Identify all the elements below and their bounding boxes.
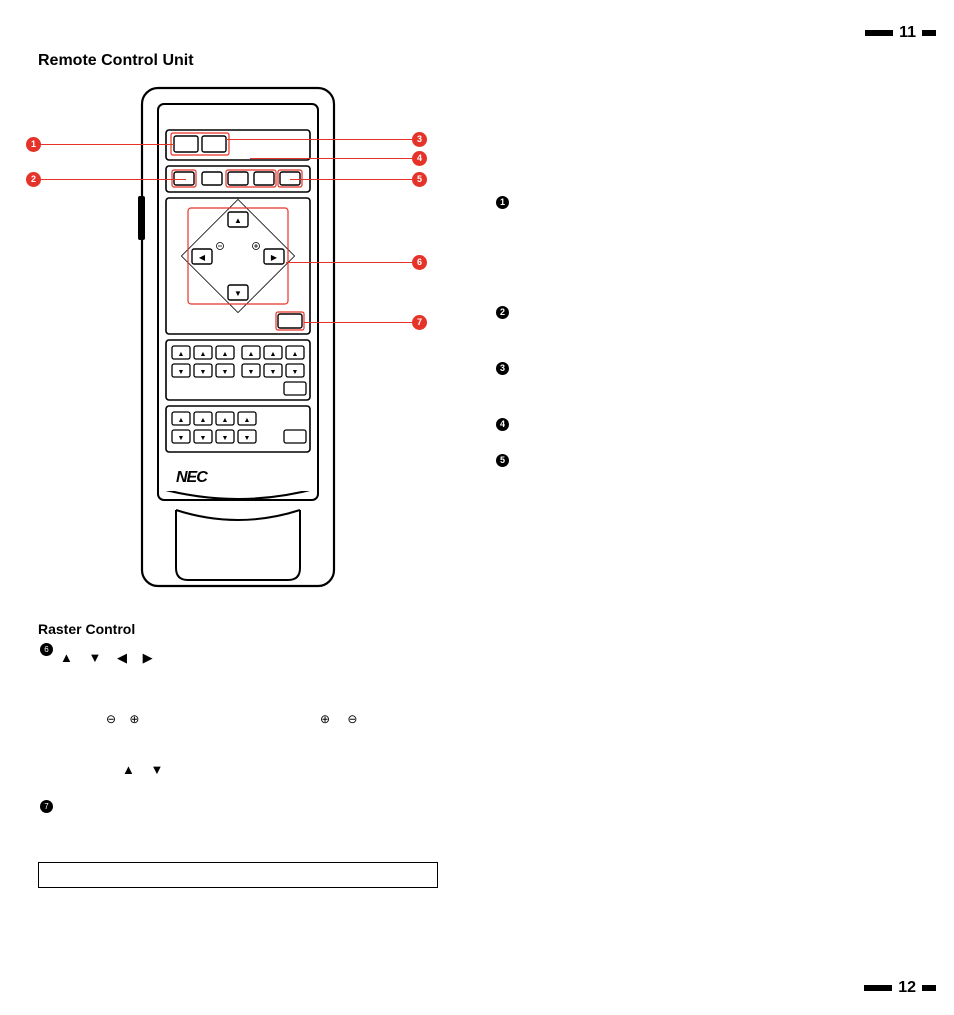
legend-1-num: 1 [500, 198, 505, 207]
svg-text:▲: ▲ [244, 417, 251, 424]
svg-text:▲: ▲ [270, 351, 277, 358]
raster-control-heading: Raster Control [38, 621, 135, 637]
legend-1: 1 [496, 196, 509, 209]
callout-3: 3 [412, 132, 427, 147]
plus-icon-1: ⊕ [129, 712, 139, 726]
raster-callout-7: 7 [40, 800, 53, 813]
leader-1 [40, 144, 174, 145]
svg-text:▼: ▼ [234, 289, 242, 298]
callout-1: 1 [26, 137, 41, 152]
svg-text:▲: ▲ [222, 351, 229, 358]
svg-text:▼: ▼ [244, 435, 251, 442]
legend-5-num: 5 [500, 456, 505, 465]
legend-3: 3 [496, 362, 509, 375]
svg-text:NEC: NEC [176, 469, 208, 486]
callout-5-num: 5 [417, 175, 422, 184]
arrow-symbols-udlr: ▲ ▼ ◀ ▶ [60, 650, 159, 666]
svg-text:▲: ▲ [178, 351, 185, 358]
callout-7-num: 7 [417, 318, 422, 327]
page-number-bottom-value: 12 [898, 979, 916, 997]
legend-4-num: 4 [500, 420, 505, 429]
callout-4: 4 [412, 151, 427, 166]
page-bar-left [865, 30, 893, 36]
svg-text:▼: ▼ [270, 369, 277, 376]
svg-text:▼: ▼ [248, 369, 255, 376]
svg-text:▼: ▼ [178, 435, 185, 442]
raster-callout-6: 6 [40, 643, 53, 656]
leader-3 [226, 139, 412, 140]
svg-text:▼: ▼ [222, 435, 229, 442]
leader-4 [250, 158, 412, 159]
callout-6: 6 [412, 255, 427, 270]
legend-4: 4 [496, 418, 509, 431]
note-box [38, 862, 438, 888]
callout-5: 5 [412, 172, 427, 187]
svg-text:▼: ▼ [200, 435, 207, 442]
plus-minus-row: ⊖ ⊕ [106, 712, 139, 726]
page-number-top: 11 [865, 24, 936, 42]
svg-text:▲: ▲ [200, 351, 207, 358]
legend-3-num: 3 [500, 364, 505, 373]
leader-5 [290, 179, 412, 180]
svg-text:▲: ▲ [248, 351, 255, 358]
svg-text:▼: ▼ [292, 369, 299, 376]
minus-icon-1: ⊖ [106, 712, 116, 726]
raster-callout-6-num: 6 [44, 645, 48, 654]
page-number-bottom: 12 [864, 979, 936, 997]
svg-text:▲: ▲ [292, 351, 299, 358]
plus-icon-2: ⊕ [320, 712, 330, 726]
plus-minus-row-2: ⊕ ⊖ [320, 712, 357, 726]
svg-text:▼: ▼ [222, 369, 229, 376]
callout-2: 2 [26, 172, 41, 187]
leader-6 [286, 262, 412, 263]
svg-text:▼: ▼ [178, 369, 185, 376]
svg-text:▲: ▲ [178, 417, 185, 424]
legend-2-num: 2 [500, 308, 505, 317]
svg-text:▲: ▲ [222, 417, 229, 424]
legend-2: 2 [496, 306, 509, 319]
callout-1-num: 1 [31, 140, 36, 149]
leader-2 [40, 179, 186, 180]
minus-icon-2: ⊖ [347, 712, 357, 726]
page-bar-right-b [922, 985, 936, 991]
section-title: Remote Control Unit [38, 52, 194, 70]
leader-7 [304, 322, 412, 323]
raster-callout-7-num: 7 [44, 802, 48, 811]
svg-text:◀: ◀ [199, 253, 206, 262]
page-bar-left-b [864, 985, 892, 991]
callout-7: 7 [412, 315, 427, 330]
callout-2-num: 2 [31, 175, 36, 184]
callout-4-num: 4 [417, 154, 422, 163]
svg-text:▶: ▶ [271, 253, 278, 262]
svg-text:▼: ▼ [200, 369, 207, 376]
svg-text:▲: ▲ [234, 216, 242, 225]
page-number-top-value: 11 [899, 24, 916, 42]
callout-3-num: 3 [417, 135, 422, 144]
callout-6-num: 6 [417, 258, 422, 267]
svg-text:▲: ▲ [200, 417, 207, 424]
page-bar-right [922, 30, 936, 36]
arrow-symbols-ud: ▲ ▼ [122, 762, 169, 777]
legend-5: 5 [496, 454, 509, 467]
remote-control-diagram: ▲ ▼ ◀ ▶ ▲ ▲ ▲ ▲ ▲ ▲ ▼ ▼ ▼ ▼ ▼ ▼ ▲ ▲ ▲ ▲ … [138, 84, 338, 590]
